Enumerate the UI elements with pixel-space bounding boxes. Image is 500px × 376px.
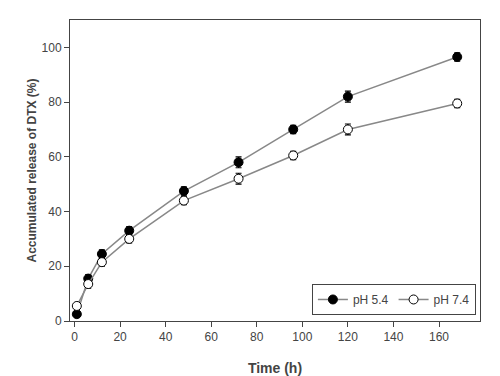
svg-text:100: 100 xyxy=(42,41,62,55)
svg-text:20: 20 xyxy=(48,259,62,273)
svg-text:Time (h): Time (h) xyxy=(248,360,302,376)
svg-text:80: 80 xyxy=(250,330,264,344)
svg-text:60: 60 xyxy=(48,150,62,164)
svg-text:120: 120 xyxy=(338,330,358,344)
svg-text:80: 80 xyxy=(48,95,62,109)
svg-text:160: 160 xyxy=(429,330,449,344)
svg-text:pH 5.4: pH 5.4 xyxy=(353,293,389,307)
svg-text:pH 7.4: pH 7.4 xyxy=(434,293,470,307)
svg-text:Accumulated release of DTX (%): Accumulated release of DTX (%) xyxy=(25,78,39,262)
svg-text:0: 0 xyxy=(71,330,78,344)
svg-text:60: 60 xyxy=(205,330,219,344)
svg-text:40: 40 xyxy=(48,205,62,219)
svg-text:140: 140 xyxy=(383,330,403,344)
svg-text:0: 0 xyxy=(55,314,62,328)
svg-text:40: 40 xyxy=(159,330,173,344)
svg-text:100: 100 xyxy=(292,330,312,344)
svg-text:20: 20 xyxy=(113,330,127,344)
